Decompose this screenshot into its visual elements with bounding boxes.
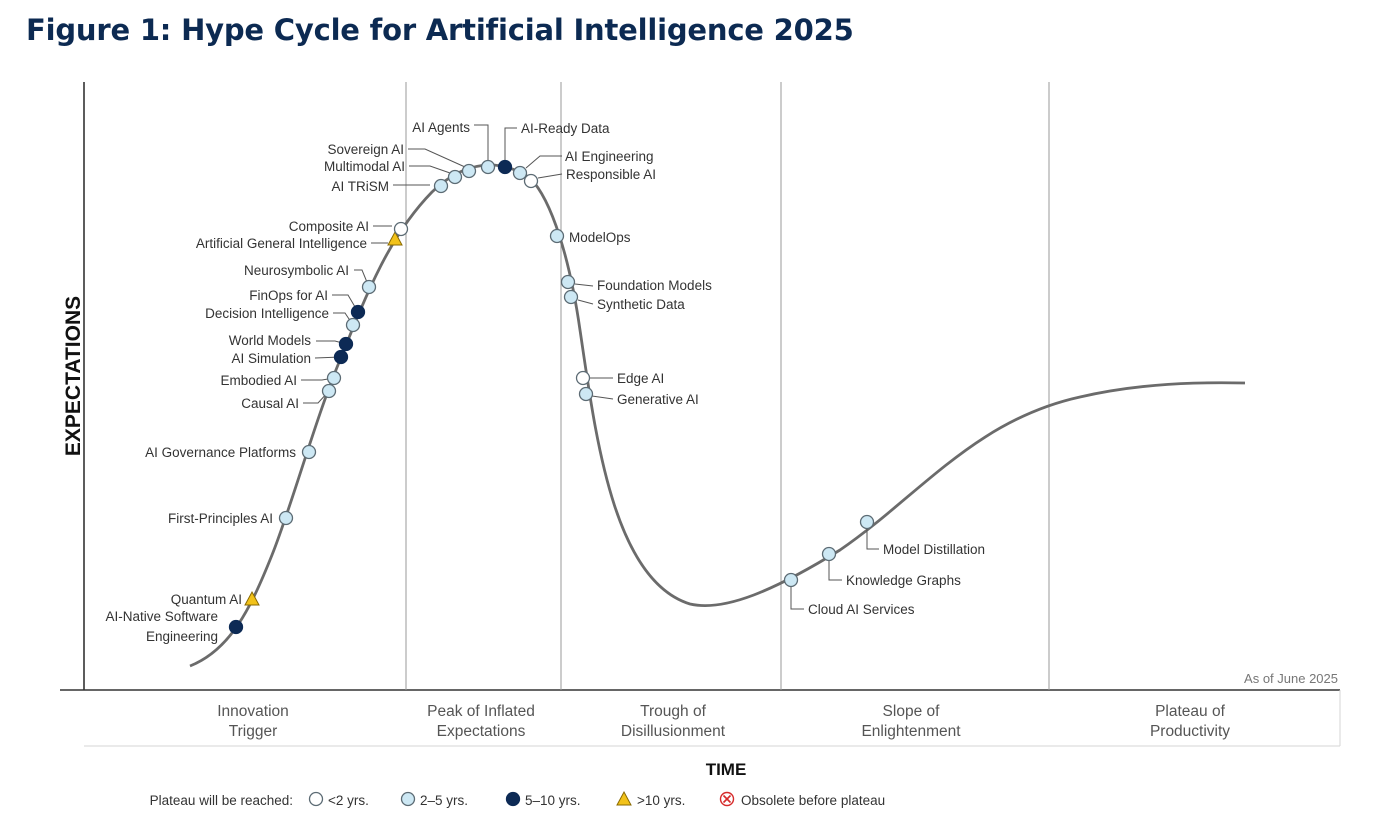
marker-neurosymbolic-ai — [361, 279, 377, 295]
leader-ai-engineering — [525, 155, 562, 169]
x-axis-label: TIME — [706, 760, 747, 779]
leader-synthetic-data — [577, 299, 594, 305]
legend-marker-gt10 — [616, 790, 632, 806]
label-ai-engineering: AI Engineering — [565, 149, 654, 164]
phase-label-slope: Slope of — [883, 703, 941, 720]
leader-ai-ready-data — [504, 127, 517, 161]
label-modelops: ModelOps — [569, 230, 631, 245]
leader-multimodal-ai — [409, 165, 451, 174]
marker-ai-ready-data — [497, 159, 513, 175]
label-quantum-ai: Quantum AI — [171, 592, 242, 607]
phase-label-plateau: Productivity — [1150, 723, 1230, 740]
phase-label-plateau: Plateau of — [1155, 703, 1225, 720]
leader-sovereign-ai — [408, 148, 466, 168]
label-ai-native-software-engineering: Engineering — [146, 629, 218, 644]
chart-frame: Innovation Trigger Peak of Inflated Expecta… — [60, 82, 1341, 779]
legend: Plateau will be reached: <2 yrs. 2–5 yrs. 5… — [150, 790, 885, 808]
marker-finops-for-ai — [350, 304, 366, 320]
technology-layer: AI-Native Software Engineering Quantum AI F… — [105, 120, 985, 644]
y-axis-label: EXPECTATIONS — [62, 296, 85, 456]
legend-marker-cross — [722, 794, 732, 804]
as-of-note: As of June 2025 — [1244, 671, 1338, 686]
phase-label-innovation: Innovation — [217, 703, 289, 720]
marker-world-models — [338, 336, 354, 352]
marker-embodied-ai — [326, 370, 342, 386]
legend-prefix: Plateau will be reached: — [150, 793, 293, 808]
legend-marker-5to10 — [505, 791, 521, 807]
label-ai-native-software-engineering: AI-Native Software — [105, 609, 218, 624]
marker-model-distillation — [859, 514, 875, 530]
label-foundation-models: Foundation Models — [597, 278, 712, 293]
marker-synthetic-data — [563, 289, 579, 305]
marker-sovereign-ai — [461, 163, 477, 179]
label-knowledge-graphs: Knowledge Graphs — [846, 573, 961, 588]
label-finops-for-ai: FinOps for AI — [249, 288, 328, 303]
leader-knowledge-graphs — [828, 561, 842, 581]
label-world-models: World Models — [229, 333, 312, 348]
marker-ai-native-software-engineering — [228, 619, 244, 635]
label-generative-ai: Generative AI — [617, 392, 699, 407]
phase-label-innovation: Trigger — [229, 723, 278, 740]
phase-label-trough: Disillusionment — [621, 723, 726, 740]
marker-ai-governance-platforms — [301, 444, 317, 460]
leader-generative-ai — [591, 395, 614, 400]
label-neurosymbolic-ai: Neurosymbolic AI — [244, 263, 349, 278]
marker-modelops — [549, 228, 565, 244]
marker-ai-engineering — [512, 165, 528, 181]
marker-artificial-general-intelligence — [387, 230, 403, 246]
label-artificial-general-intelligence: Artificial General Intelligence — [196, 236, 367, 251]
leader-ai-agents — [474, 124, 489, 161]
page-title: Figure 1: Hype Cycle for Artificial Inte… — [26, 13, 854, 47]
marker-edge-ai — [575, 370, 591, 386]
marker-cloud-ai-services — [783, 572, 799, 588]
marker-ai-simulation — [333, 349, 349, 365]
marker-composite-ai — [393, 221, 409, 237]
label-responsible-ai: Responsible AI — [566, 167, 656, 182]
label-multimodal-ai: Multimodal AI — [324, 159, 405, 174]
phase-label-peak: Peak of Inflated — [427, 703, 535, 720]
leader-cloud-ai-services — [790, 587, 804, 610]
label-decision-intelligence: Decision Intelligence — [205, 306, 329, 321]
legend-label-obsolete: Obsolete before plateau — [741, 793, 885, 808]
leader-model-distillation — [866, 529, 879, 550]
label-model-distillation: Model Distillation — [883, 542, 985, 557]
legend-label-2to5: 2–5 yrs. — [420, 793, 468, 808]
legend-label-5to10: 5–10 yrs. — [525, 793, 581, 808]
legend-marker-lt2 — [308, 791, 324, 807]
marker-first-principles-ai — [278, 510, 294, 526]
phase-label-slope: Enlightenment — [861, 723, 961, 740]
leader-foundation-models — [574, 283, 594, 287]
marker-multimodal-ai — [447, 169, 463, 185]
label-ai-ready-data: AI-Ready Data — [521, 121, 610, 136]
label-ai-trism: AI TRiSM — [331, 179, 389, 194]
label-embodied-ai: Embodied AI — [220, 373, 297, 388]
marker-foundation-models — [560, 274, 576, 290]
label-first-principles-ai: First-Principles AI — [168, 511, 273, 526]
marker-decision-intelligence — [345, 317, 361, 333]
legend-label-gt10: >10 yrs. — [637, 793, 685, 808]
phase-label-peak: Expectations — [437, 723, 526, 740]
phase-label-trough: Trough of — [640, 703, 706, 720]
label-synthetic-data: Synthetic Data — [597, 297, 685, 312]
label-composite-ai: Composite AI — [289, 219, 369, 234]
legend-label-lt2: <2 yrs. — [328, 793, 369, 808]
marker-ai-agents — [480, 159, 496, 175]
leader-responsible-ai — [537, 173, 563, 179]
label-ai-simulation: AI Simulation — [231, 351, 311, 366]
label-ai-governance-platforms: AI Governance Platforms — [145, 445, 296, 460]
marker-quantum-ai — [244, 590, 260, 606]
marker-ai-trism — [433, 178, 449, 194]
marker-generative-ai — [578, 386, 594, 402]
label-causal-ai: Causal AI — [241, 396, 299, 411]
label-ai-agents: AI Agents — [412, 120, 470, 135]
marker-knowledge-graphs — [821, 546, 837, 562]
marker-responsible-ai — [523, 173, 539, 189]
legend-marker-2to5 — [400, 791, 416, 807]
label-edge-ai: Edge AI — [617, 371, 664, 386]
marker-causal-ai — [321, 383, 337, 399]
label-cloud-ai-services: Cloud AI Services — [808, 602, 915, 617]
label-sovereign-ai: Sovereign AI — [327, 142, 404, 157]
